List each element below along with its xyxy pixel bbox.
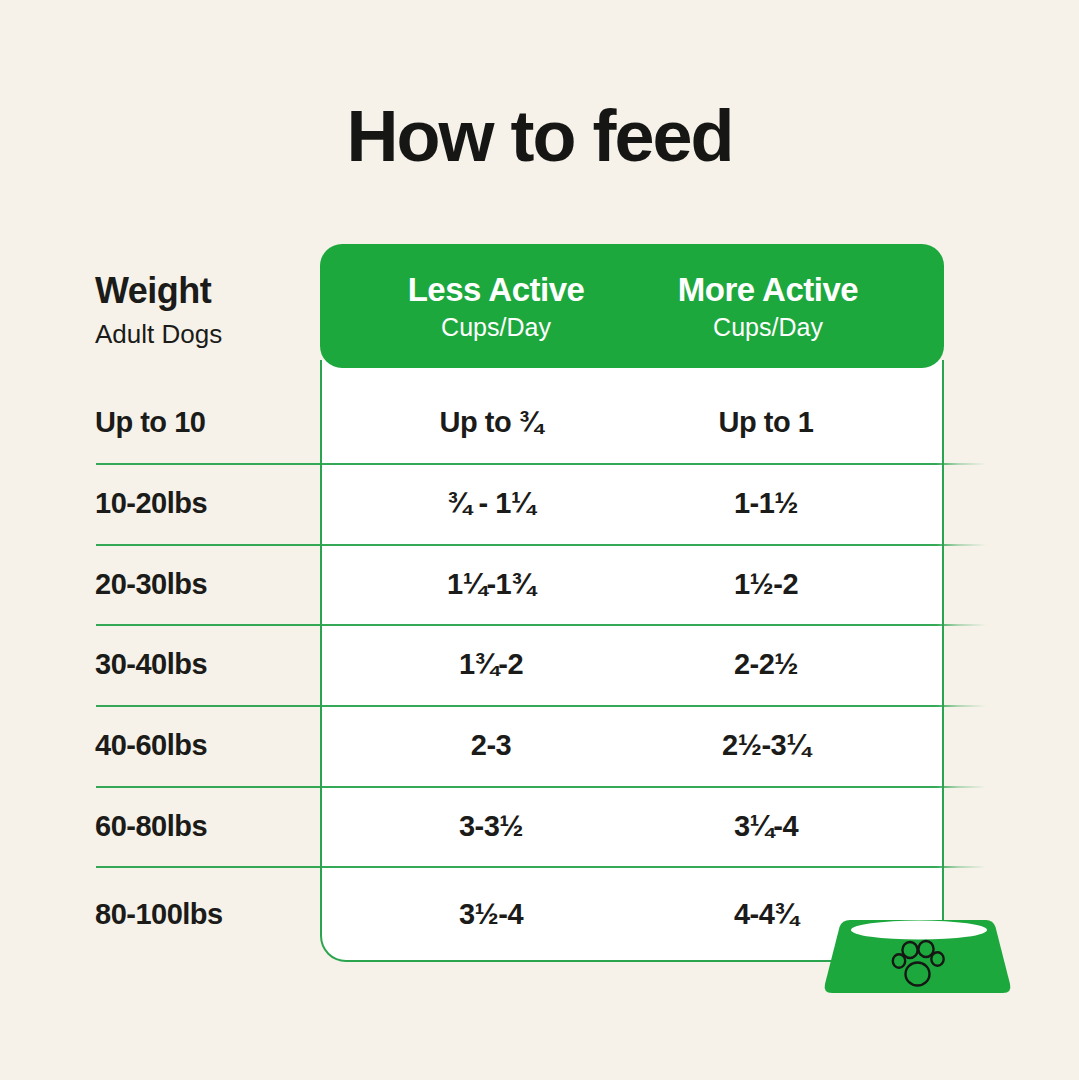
more-active-cell: 2-2½ — [610, 648, 922, 681]
less-active-cell: 1¼-1¾ — [335, 568, 647, 601]
row-divider — [96, 866, 986, 868]
weight-cell: 40-60lbs — [95, 729, 320, 762]
less-active-cell: 3½-4 — [335, 898, 647, 931]
more-active-cell: Up to 1 — [610, 406, 922, 439]
weight-cell: 10-20lbs — [95, 487, 320, 520]
weight-column-header: Weight Adult Dogs — [95, 270, 222, 350]
less-active-cell: 2-3 — [335, 729, 647, 762]
weight-cell: Up to 10 — [95, 406, 320, 439]
table-row: 60-80lbs 3-3½ 3¼-4 — [95, 786, 944, 866]
table-row: 10-20lbs ¾ - 1¼ 1-1½ — [95, 463, 944, 544]
table-row: 20-30lbs 1¼-1¾ 1½-2 — [95, 544, 944, 624]
table-row: 40-60lbs 2-3 2½-3¼ — [95, 705, 944, 786]
less-active-label: Less Active — [408, 271, 585, 309]
table-header-band: Less Active Cups/Day More Active Cups/Da… — [320, 244, 944, 368]
more-active-units: Cups/Day — [713, 313, 823, 342]
row-divider — [96, 463, 986, 465]
more-active-cell: 2½-3¼ — [610, 729, 922, 762]
less-active-cell: ¾ - 1¼ — [335, 487, 647, 520]
more-active-cell: 1-1½ — [610, 487, 922, 520]
less-active-cell: Up to ¾ — [335, 406, 647, 439]
feeding-table: Up to 10 Up to ¾ Up to 1 10-20lbs ¾ - 1¼… — [95, 368, 944, 962]
table-row: 30-40lbs 1¾-2 2-2½ — [95, 624, 944, 705]
row-divider — [96, 786, 986, 788]
column-header-more-active: More Active Cups/Day — [632, 244, 904, 368]
row-divider — [96, 705, 986, 707]
weight-header-label: Weight — [95, 270, 222, 312]
table-row: Up to 10 Up to ¾ Up to 1 — [95, 368, 944, 463]
weight-header-sublabel: Adult Dogs — [95, 319, 222, 350]
feeding-guide-infographic: How to feed Weight Adult Dogs Less Activ… — [0, 0, 1079, 1080]
less-active-cell: 1¾-2 — [335, 648, 647, 681]
more-active-cell: 3¼-4 — [610, 810, 922, 843]
weight-cell: 80-100lbs — [95, 898, 320, 931]
dog-bowl-icon — [820, 915, 1015, 999]
row-divider — [96, 624, 986, 626]
page-title: How to feed — [0, 96, 1079, 176]
bowl-opening — [851, 921, 987, 940]
more-active-label: More Active — [678, 271, 858, 309]
more-active-cell: 1½-2 — [610, 568, 922, 601]
table-row: 80-100lbs 3½-4 4-4¾ — [95, 866, 944, 962]
row-divider — [96, 544, 986, 546]
column-header-less-active: Less Active Cups/Day — [360, 244, 632, 368]
weight-cell: 20-30lbs — [95, 568, 320, 601]
less-active-cell: 3-3½ — [335, 810, 647, 843]
weight-cell: 60-80lbs — [95, 810, 320, 843]
weight-cell: 30-40lbs — [95, 648, 320, 681]
less-active-units: Cups/Day — [441, 313, 551, 342]
